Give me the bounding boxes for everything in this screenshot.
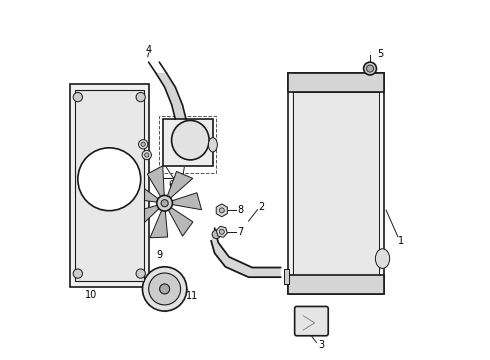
Circle shape: [145, 153, 149, 157]
Text: 10: 10: [85, 290, 98, 300]
Polygon shape: [128, 205, 160, 227]
PathPatch shape: [211, 228, 281, 277]
Circle shape: [367, 65, 373, 72]
Circle shape: [220, 229, 224, 234]
Text: 3: 3: [318, 341, 324, 350]
Bar: [288, 275, 384, 294]
Bar: [70, 84, 148, 287]
Text: 8: 8: [237, 205, 244, 215]
Circle shape: [364, 62, 376, 75]
Bar: [288, 73, 384, 294]
Text: 1: 1: [398, 236, 405, 246]
Bar: [74, 90, 144, 281]
Circle shape: [78, 148, 141, 211]
Ellipse shape: [172, 121, 209, 160]
Circle shape: [73, 93, 82, 102]
Ellipse shape: [208, 138, 218, 152]
Circle shape: [141, 142, 146, 147]
Circle shape: [73, 269, 82, 278]
Bar: [288, 73, 384, 93]
PathPatch shape: [156, 73, 186, 119]
Circle shape: [148, 273, 181, 305]
Text: 11: 11: [186, 291, 198, 301]
Circle shape: [161, 200, 168, 207]
Text: 9: 9: [156, 250, 162, 260]
Polygon shape: [147, 166, 164, 198]
Text: 6: 6: [169, 180, 175, 190]
Text: 7: 7: [237, 227, 244, 237]
Text: 5: 5: [377, 49, 383, 59]
FancyBboxPatch shape: [294, 306, 328, 336]
Circle shape: [136, 269, 146, 278]
Bar: [163, 119, 213, 166]
Circle shape: [157, 195, 172, 211]
Polygon shape: [171, 193, 201, 210]
Text: 2: 2: [258, 202, 264, 212]
Ellipse shape: [375, 249, 390, 269]
Polygon shape: [168, 207, 193, 236]
Bar: [293, 93, 379, 275]
Polygon shape: [150, 209, 168, 238]
Circle shape: [136, 93, 146, 102]
Circle shape: [142, 150, 151, 159]
Text: 4: 4: [146, 45, 151, 55]
Polygon shape: [131, 181, 159, 202]
Circle shape: [139, 140, 148, 149]
Circle shape: [143, 267, 187, 311]
Circle shape: [220, 208, 224, 213]
Polygon shape: [167, 171, 193, 199]
Circle shape: [212, 230, 220, 239]
Circle shape: [160, 284, 170, 294]
Bar: [159, 116, 217, 173]
Bar: [284, 269, 289, 284]
